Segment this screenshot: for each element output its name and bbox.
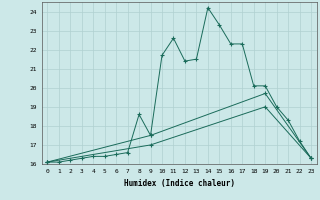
X-axis label: Humidex (Indice chaleur): Humidex (Indice chaleur): [124, 179, 235, 188]
